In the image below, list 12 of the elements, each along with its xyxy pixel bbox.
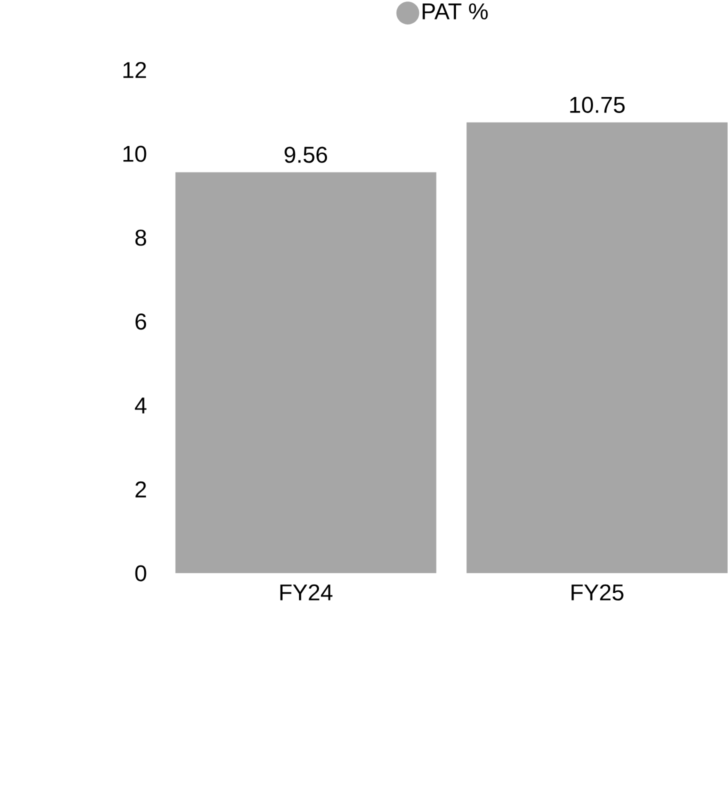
- data-label: 10.75: [570, 96, 624, 113]
- y-tick-label: 0: [135, 565, 146, 582]
- y-tick-label: 12: [123, 62, 146, 78]
- y-tick-label: 10: [123, 146, 146, 162]
- y-tick-label: 4: [134, 398, 146, 414]
- x-tick-label: FY24: [280, 584, 332, 600]
- y-tick-label: 2: [135, 481, 146, 498]
- y-tick-label: 8: [135, 230, 146, 246]
- x-tick-label: FY25: [571, 584, 624, 600]
- y-tick-label: 6: [135, 314, 146, 330]
- legend-label: PAT %: [422, 3, 488, 20]
- data-label: 9.56: [284, 146, 327, 163]
